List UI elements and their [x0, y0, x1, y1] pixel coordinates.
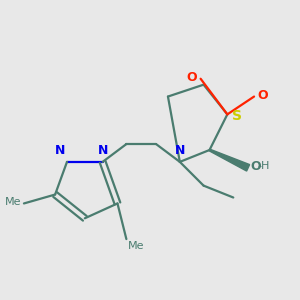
Text: O: O [250, 160, 261, 173]
Polygon shape [209, 149, 250, 171]
Text: Me: Me [128, 241, 144, 250]
Text: O: O [258, 88, 268, 102]
Text: O: O [186, 71, 197, 84]
Text: -H: -H [257, 161, 269, 171]
Text: N: N [175, 144, 185, 158]
Text: N: N [55, 144, 65, 158]
Text: S: S [232, 109, 242, 123]
Text: Me: Me [5, 197, 22, 207]
Text: N: N [98, 144, 108, 158]
